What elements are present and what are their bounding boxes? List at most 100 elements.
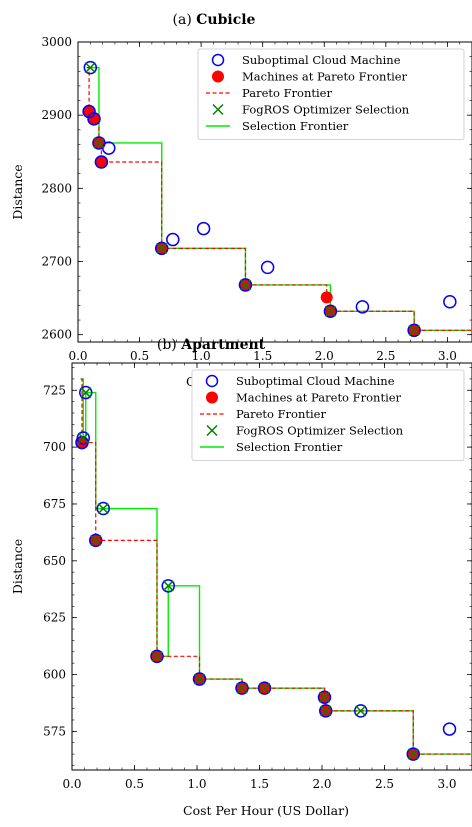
legend-key-pareto-point [206,391,218,404]
legend-key-selection-stroke [206,424,218,437]
selection-marker-stroke [258,682,271,694]
x-tick-label: 0.5 [130,349,149,363]
suboptimal-machine-point [161,579,175,593]
selection-marker-stroke [162,580,174,592]
legend-item: Pareto Frontier [206,86,332,100]
selection-marker-stroke [318,691,331,703]
optimizer-selection-marker [258,682,271,694]
legend-key-pareto-point [212,70,224,83]
legend-box [197,48,465,140]
suboptimal-machine-point [260,260,275,275]
legend-label: Machines at Pareto Frontier [236,391,402,405]
legend-label: Selection Frontier [242,119,349,133]
optimizer-selection-marker [162,580,174,592]
x-tick-label: 3.0 [437,777,456,791]
optimizer-selection-marker [80,387,92,399]
optimizer-selection-marker [151,650,163,662]
x-tick-label: 3.0 [438,349,457,363]
y-tick-label: 2600 [41,328,72,342]
suboptimal-machine-point [406,747,420,761]
suboptimal-machine-point [87,112,101,126]
y-tick-label: 700 [43,440,66,454]
legend-item: Machines at Pareto Frontier [206,391,402,405]
legend-item: Suboptimal Cloud Machine [211,53,401,67]
chart-title-text: Cubicle [196,12,255,28]
x-tick-label: 1.5 [250,777,269,791]
legend-key-suboptimal [205,374,219,388]
suboptimal-machine-point [192,672,207,686]
y-tick-label: 575 [43,724,66,738]
legend-item: Pareto Frontier [200,407,326,421]
suboptimal-machine-point [354,704,368,718]
suboptimal-machine-point [355,300,370,314]
suboptimal-machine-point [79,385,93,400]
x-tick-label: 2.5 [375,777,394,791]
suboptimal-machine-point [238,278,253,292]
y-tick-label: 725 [43,383,66,397]
selection-marker-stroke [84,62,96,74]
selection-marker-stroke [239,279,251,291]
chart-panel-apartment: (b) Apartment 0.0 0.5 1.0 1.5 2.0 2.5 3.0 575 600… [10,337,472,818]
suboptimal-machine-point [102,141,116,155]
pareto-frontier-line [80,378,472,755]
suboptimal-machine-point [150,649,164,664]
legend-label: Suboptimal Cloud Machine [242,53,401,67]
optimizer-selection-marker [318,691,331,703]
legend-key-selection-stroke [212,103,224,116]
pareto-machine-point [320,291,333,304]
selection-marker-stroke [151,650,163,662]
selection-marker-stroke [193,673,206,685]
y-axis-label: Distance [10,164,25,219]
legend-label: Selection Frontier [236,440,343,454]
suboptimal-machine-point [443,295,457,309]
y-tick-label: 2800 [41,181,72,195]
x-tick-label: 0.5 [125,777,144,791]
chart-title: (b) Apartment [157,337,266,353]
legend-label: FogROS Optimizer Selection [242,103,410,117]
chart-title-text: Apartment [180,337,265,353]
selection-marker-stroke [77,432,89,444]
selection-marker-stroke [407,748,419,760]
suboptimal-machine-point [166,232,180,247]
suboptimal-machine-point [83,60,98,75]
optimizer-selection-marker [324,305,336,317]
selection-marker-stroke [90,534,102,546]
legend-item: Selection Frontier [206,119,349,133]
x-tick-label: 1.0 [192,349,211,363]
legend-label: Suboptimal Cloud Machine [236,374,395,388]
selection-marker-stroke [80,387,92,399]
selection-marker-stroke [355,705,367,717]
selection-marker-stroke [156,242,168,254]
suboptimal-machine-point [82,104,96,119]
suboptimal-machine-point [196,221,211,236]
legend-item: FogROS Optimizer Selection [212,103,410,117]
x-tick-label: 0.0 [68,349,87,363]
legend-item: FogROS Optimizer Selection [206,424,404,438]
selection-marker-stroke [97,502,109,515]
suboptimal-machine-point [317,690,332,704]
optimizer-selection-marker [407,748,419,760]
selection-marker-stroke [320,705,332,717]
suboptimal-machine-point [89,533,103,548]
legend-label: Machines at Pareto Frontier [242,70,408,84]
suboptimal-machine-point [235,681,249,695]
plot-area [75,378,472,761]
y-tick-label: 3000 [41,35,72,49]
suboptimal-machine-point [94,155,109,169]
optimizer-selection-marker [93,137,105,149]
selection-marker-stroke [236,682,248,694]
optimizer-selection-marker [77,432,89,444]
suboptimal-machine-point [154,241,169,256]
y-axis-label: Distance [10,539,25,594]
plot-area [82,60,472,338]
chart-title-prefix: (a) [173,12,197,28]
y-tick-label: 2900 [41,108,72,122]
x-tick-label: 2.5 [376,349,395,363]
y-tick-label: 600 [43,668,66,682]
x-tick-label: 1.0 [187,777,206,791]
y-tick-label: 650 [43,554,66,568]
suboptimal-machine-point [407,323,421,338]
legend: Suboptimal Cloud Machine Machines at Pare… [197,48,465,140]
legend-item: Machines at Pareto Frontier [212,70,408,84]
